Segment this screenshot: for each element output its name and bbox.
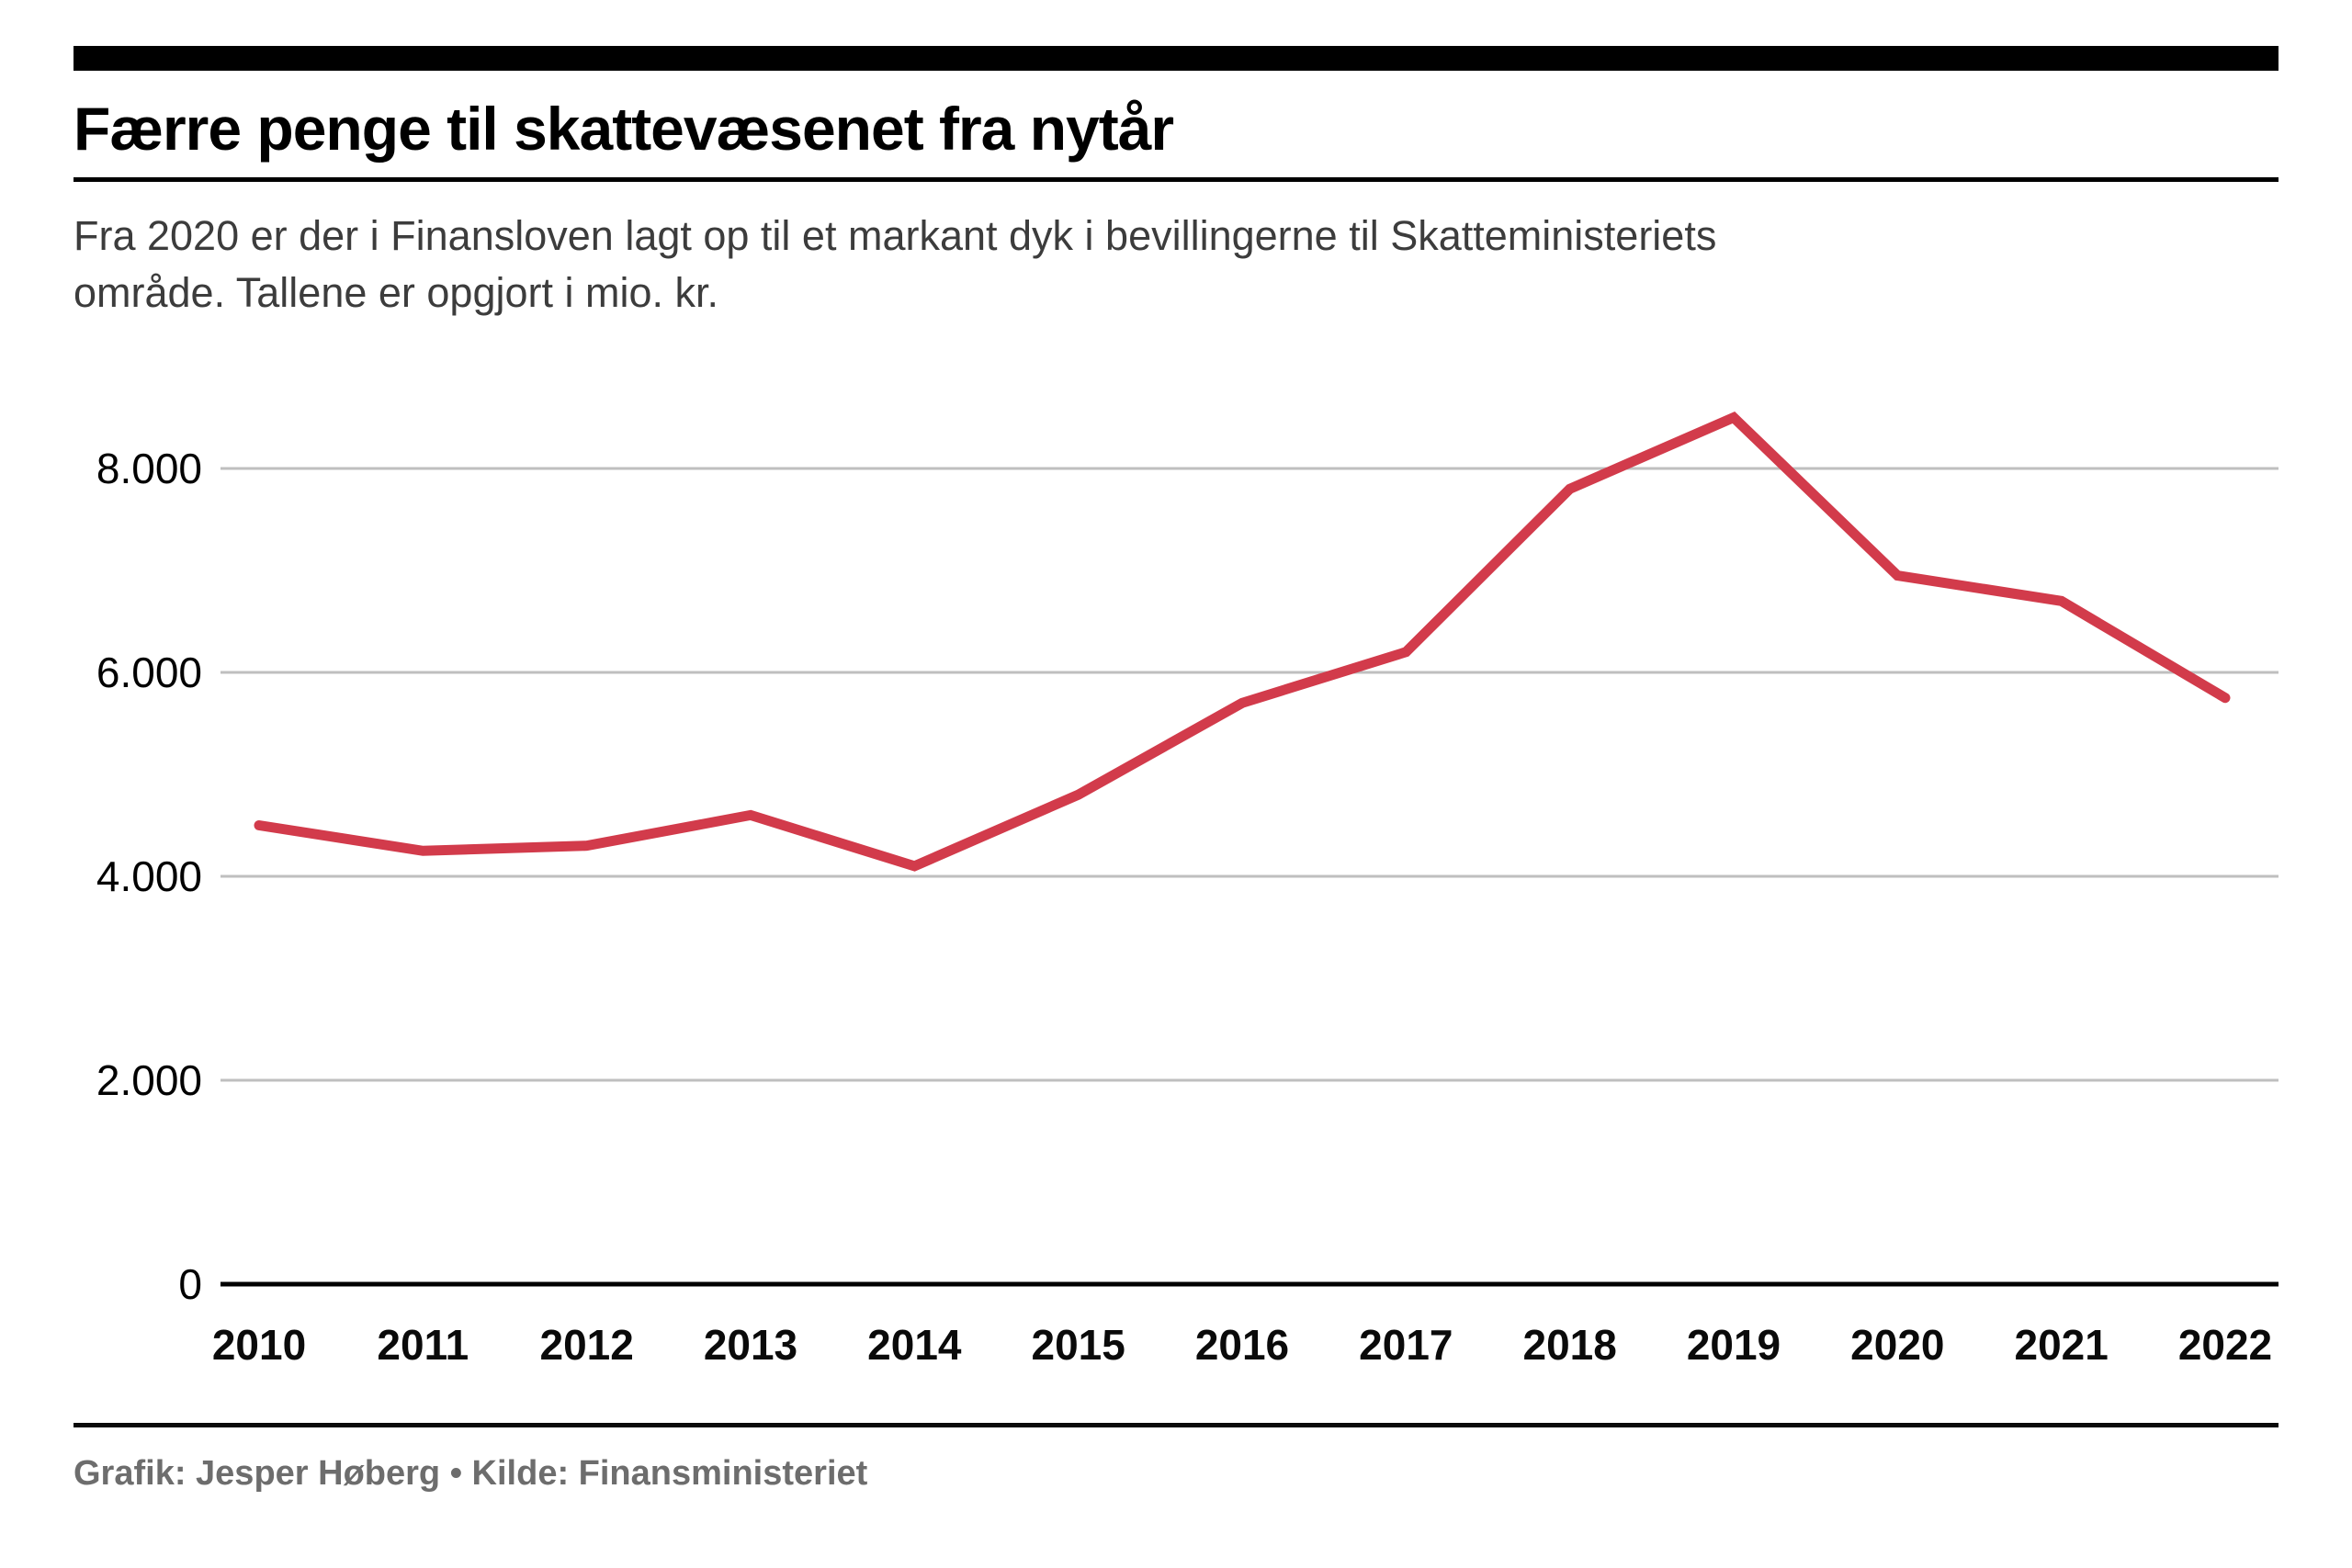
- x-axis-tick-label: 2016: [1195, 1321, 1289, 1369]
- x-axis-tick-label: 2019: [1687, 1321, 1781, 1369]
- credit-line: Grafik: Jesper Høberg • Kilde: Finansmin…: [74, 1454, 868, 1493]
- x-axis-tick-label: 2012: [539, 1321, 633, 1369]
- subtitle-line-2: område. Tallene er opgjort i mio. kr.: [74, 269, 719, 316]
- page-title: Færre penge til skattevæsenet fra nytår: [74, 95, 1174, 163]
- y-axis-tick-label: 0: [178, 1260, 202, 1308]
- x-axis-tick-label: 2013: [704, 1321, 797, 1369]
- x-axis-tick-label: 2010: [212, 1321, 306, 1369]
- subtitle-line-1: Fra 2020 er der i Finansloven lagt op ti…: [74, 212, 1717, 259]
- x-axis-tick-label: 2014: [867, 1321, 962, 1369]
- top-accent-bar: [74, 46, 2278, 71]
- x-axis-tick-label: 2020: [1850, 1321, 1944, 1369]
- x-axis-tick-label: 2018: [1522, 1321, 1616, 1369]
- line-chart: 0 2.000 4.000 6.000 8.000 2010 2011 2012 2013 201…: [96, 411, 2278, 1369]
- y-axis-tick-label: 8.000: [96, 445, 202, 492]
- title-divider: [74, 177, 2278, 182]
- y-axis-tick-label: 6.000: [96, 649, 202, 696]
- x-axis-tick-label: 2022: [2178, 1321, 2272, 1369]
- x-axis-tick-label: 2017: [1359, 1321, 1453, 1369]
- x-axis-tick-label: 2021: [2014, 1321, 2108, 1369]
- y-axis-tick-label: 4.000: [96, 852, 202, 900]
- x-axis-tick-label: 2015: [1031, 1321, 1125, 1369]
- chart-subtitle: Fra 2020 er der i Finansloven lagt op ti…: [74, 208, 2278, 321]
- data-series-line: [254, 411, 2231, 872]
- x-axis-tick-label: 2011: [377, 1321, 469, 1369]
- y-axis-tick-label: 2.000: [96, 1056, 202, 1104]
- footer-divider: [74, 1423, 2278, 1427]
